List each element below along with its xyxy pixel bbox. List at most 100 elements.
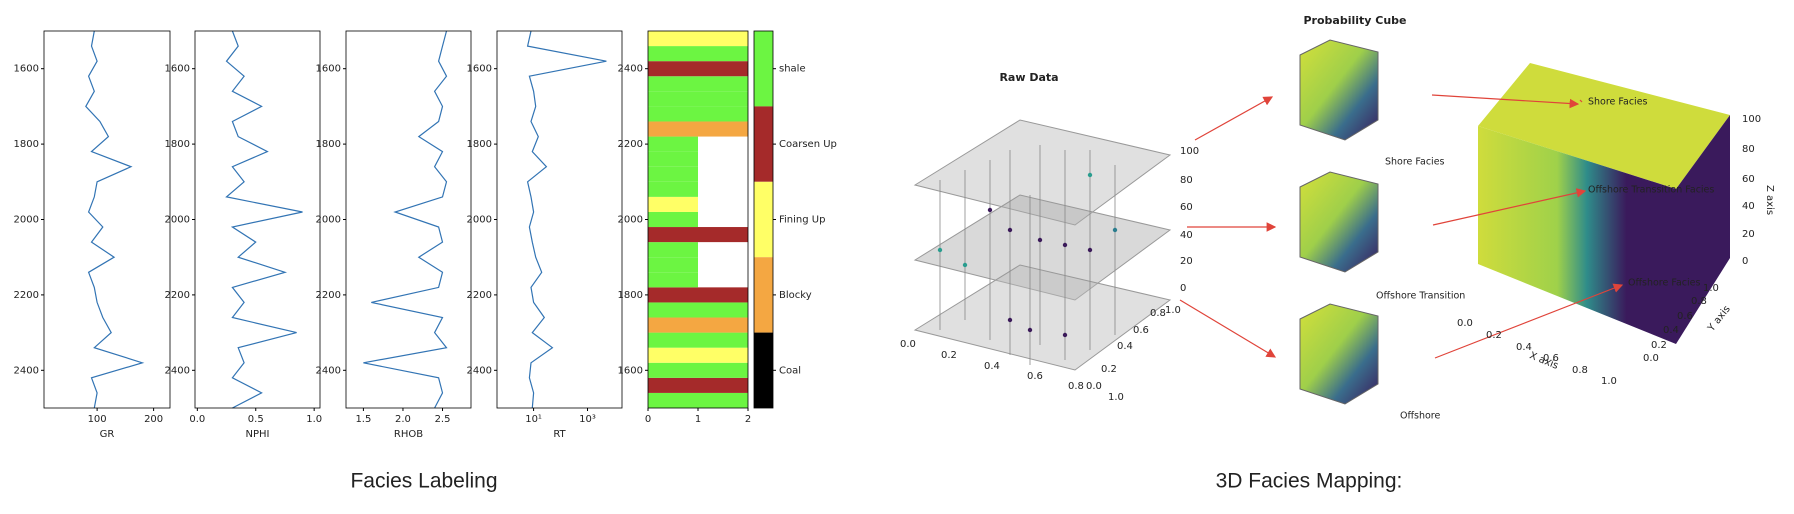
y-tick-label: 1.0	[1703, 283, 1719, 294]
x-axis-label: RHOB	[394, 429, 423, 440]
y-tick-label: 1800	[165, 139, 190, 150]
facies-bar	[648, 211, 698, 228]
y-tick-label: 2400	[467, 365, 492, 376]
facies-bar	[648, 136, 698, 152]
axis-label: Y axis	[1705, 304, 1732, 335]
z-tick-label: 100	[1742, 114, 1761, 125]
facies-bar	[648, 257, 698, 273]
y-tick-label: 1800	[316, 139, 341, 150]
plot-frame	[496, 30, 623, 409]
cube	[1299, 303, 1379, 405]
cube	[1299, 171, 1379, 273]
y-tick-label: 2000	[618, 215, 643, 226]
x-tick-label: 0.4	[1516, 342, 1532, 353]
cube-side	[1676, 115, 1730, 344]
y-tick-label: 0.8	[1691, 296, 1707, 307]
plane	[913, 119, 1172, 226]
y-tick-label: 2200	[14, 290, 39, 301]
x-tick-label: 0.5	[248, 414, 264, 425]
x-tick-label: 0.0	[189, 414, 205, 425]
legend-label: Fining Up	[779, 215, 825, 226]
y-tick-label: 2200	[618, 139, 643, 150]
y-tick-label: 2000	[467, 215, 492, 226]
y-tick-label: 1600	[316, 64, 341, 75]
facies-bar	[648, 242, 698, 258]
plane	[913, 194, 1172, 301]
z-tick-label: 60	[1180, 202, 1193, 213]
small-cubes	[1299, 39, 1379, 405]
x-tick-label: 0.4	[984, 361, 1000, 372]
facies-bar	[648, 287, 748, 303]
cube	[1299, 39, 1379, 141]
z-tick-label: 80	[1742, 144, 1755, 155]
log-curve	[526, 30, 607, 409]
x-tick-label: 1.0	[306, 414, 322, 425]
facies-bar	[648, 106, 748, 122]
arrow	[1194, 96, 1274, 141]
x-tick-label: 10³	[579, 414, 596, 425]
y-tick-label: 2400	[14, 365, 39, 376]
x-tick-label: 0.8	[1572, 365, 1588, 376]
legend-label: shale	[779, 64, 806, 75]
raw-data-plot	[913, 96, 1277, 371]
y-tick-label: 0.4	[1663, 325, 1679, 336]
y-tick-label: 1600	[165, 64, 190, 75]
facies-bar	[648, 272, 698, 288]
y-tick-label: 0.0	[1643, 353, 1659, 364]
x-tick-label: 0.8	[1068, 381, 1084, 392]
x-axis-label: GR	[100, 429, 115, 440]
y-tick-label: 2200	[165, 290, 190, 301]
x-tick-label: 0.0	[900, 339, 916, 350]
facies-bar	[648, 121, 748, 137]
z-tick-label: 20	[1180, 256, 1193, 267]
cube-label: Offshore Transition	[1376, 291, 1465, 302]
cube-top	[1478, 63, 1730, 189]
x-tick-label: 2.5	[435, 414, 451, 425]
caption: Facies Labeling	[350, 470, 497, 493]
cube-label: Offshore	[1400, 411, 1441, 422]
y-tick-label: 2400	[165, 365, 190, 376]
z-tick-label: 100	[1180, 146, 1199, 157]
legend-label: Coal	[779, 365, 801, 376]
y-tick-label: 0.2	[1101, 364, 1117, 375]
y-tick-label: 0.4	[1117, 341, 1133, 352]
y-tick-label: 2200	[467, 290, 492, 301]
plot-frame	[194, 30, 321, 409]
x-tick-label: 1.0	[1108, 392, 1124, 403]
z-tick-label: 20	[1742, 229, 1755, 240]
facies-bar	[648, 151, 698, 167]
cube-label: Shore Facies	[1385, 157, 1445, 168]
annotation: Shore Facies	[1588, 97, 1648, 108]
z-tick-label: 60	[1742, 174, 1755, 185]
axis-label: Z axis	[1764, 185, 1775, 215]
x-tick-label: 0	[645, 414, 651, 425]
y-tick-label: 0.6	[1677, 311, 1693, 322]
y-tick-label: 0.0	[1086, 381, 1102, 392]
y-tick-label: 2200	[316, 290, 341, 301]
facies-bar	[648, 317, 748, 333]
x-tick-label: 100	[88, 414, 107, 425]
facies-bar	[648, 347, 748, 363]
x-tick-label: 0.6	[1027, 371, 1043, 382]
plane	[913, 264, 1172, 371]
arrow	[1434, 283, 1624, 359]
facies-bar	[648, 392, 748, 408]
cube-front	[1478, 126, 1676, 344]
facies-bar	[648, 362, 748, 378]
z-tick-label: 40	[1742, 201, 1755, 212]
x-axis-label: NPHI	[246, 429, 270, 440]
x-tick-label: 0.2	[1486, 330, 1502, 341]
facies-bar	[648, 46, 748, 62]
y-tick-label: 2000	[165, 215, 190, 226]
probability-cube-title: Probability Cube	[1303, 14, 1406, 27]
x-tick-label: 1.0	[1601, 376, 1617, 387]
y-tick-label: 1.0	[1165, 305, 1181, 316]
colorbar-frame	[753, 30, 774, 409]
x-tick-label: 2.0	[395, 414, 411, 425]
facies-bar	[648, 181, 698, 197]
y-tick-label: 1600	[467, 64, 492, 75]
facies-cube	[1431, 63, 1730, 359]
well-lines	[939, 145, 1116, 365]
legend-swatch	[754, 181, 773, 258]
legend-swatch	[754, 106, 773, 182]
